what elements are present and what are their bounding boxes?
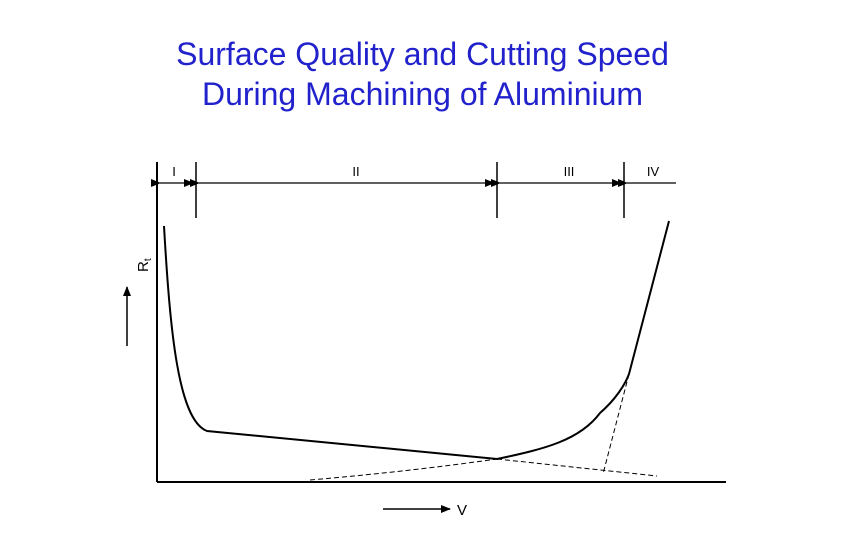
region-label-ii: II <box>352 164 359 179</box>
dashed-extension-region-ii <box>496 458 658 477</box>
region-label-i: I <box>172 164 176 179</box>
chart-title-line-1: Surface Quality and Cutting Speed <box>176 36 669 72</box>
chart-title-line-2: During Machining of Aluminium <box>201 76 644 112</box>
roughness-curve <box>163 220 670 461</box>
dashed-extension-region-iii <box>309 458 498 481</box>
x-axis-label: V <box>457 502 467 519</box>
region-label-iii: III <box>564 164 575 179</box>
dashed-extension-region-iv <box>602 373 630 475</box>
y-axis-label: Rt <box>135 258 154 272</box>
region-label-iv: IV <box>647 164 660 179</box>
